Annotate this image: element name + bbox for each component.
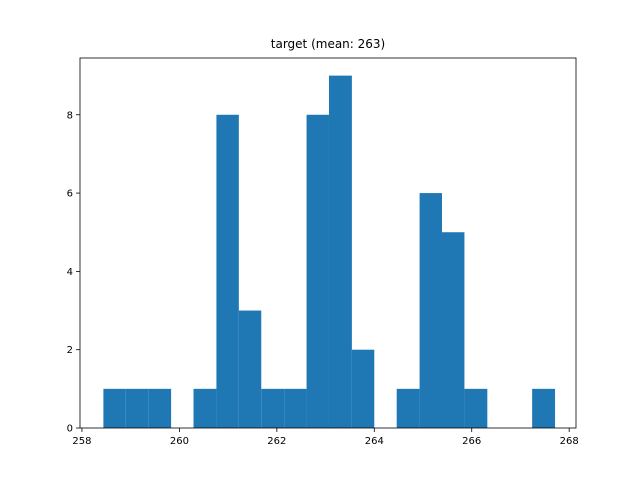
y-tick-label: 4 <box>67 267 73 278</box>
histogram-bar-2 <box>148 388 172 428</box>
chart-title: target (mean: 263) <box>271 37 385 51</box>
x-tick-label: 260 <box>170 436 189 447</box>
histogram-bar-19 <box>532 388 556 428</box>
bars-layer <box>103 75 556 428</box>
histogram-bar-11 <box>351 349 375 428</box>
histogram-bar-16 <box>464 388 488 428</box>
x-tick-label: 264 <box>365 436 384 447</box>
histogram-bar-8 <box>284 388 307 428</box>
histogram-bar-4 <box>193 388 217 428</box>
histogram-bar-13 <box>396 388 420 428</box>
histogram-bar-14 <box>419 193 443 428</box>
x-tick-label: 266 <box>462 436 481 447</box>
y-axis: 0 2 4 6 8 <box>67 110 80 435</box>
x-axis: 258 260 262 264 266 268 <box>72 428 579 447</box>
x-tick-label: 258 <box>72 436 91 447</box>
histogram-bar-1 <box>125 388 149 428</box>
plot-frame <box>79 57 577 429</box>
histogram-bar-6 <box>238 310 262 428</box>
x-tick-label: 262 <box>267 436 286 447</box>
y-tick-label: 2 <box>67 345 73 356</box>
y-tick-label: 8 <box>67 110 73 121</box>
histogram-bar-9 <box>306 114 329 428</box>
histogram-bar-10 <box>328 75 352 428</box>
histogram-bar-5 <box>216 114 239 428</box>
y-tick-label: 0 <box>67 424 73 435</box>
histogram-bar-15 <box>442 232 465 428</box>
x-tick-label: 268 <box>560 436 579 447</box>
histogram-bar-7 <box>261 388 285 428</box>
y-tick-label: 6 <box>67 189 73 200</box>
histogram-bar-0 <box>103 388 126 428</box>
